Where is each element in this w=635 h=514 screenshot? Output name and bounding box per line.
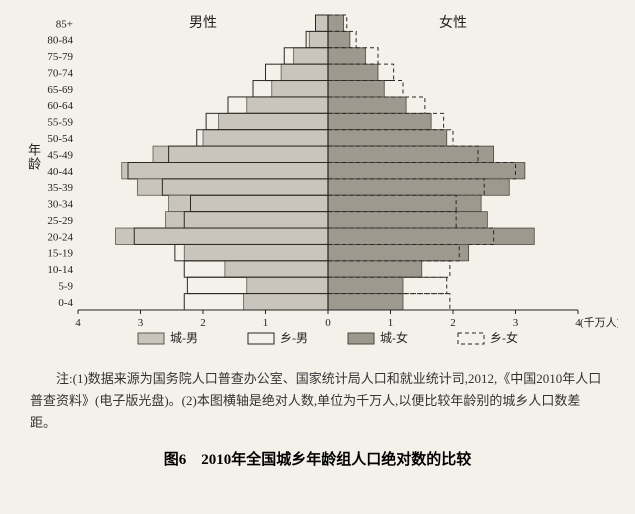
- legend-label: 城-女: [380, 330, 408, 345]
- age-label: 65-69: [47, 84, 73, 96]
- bar-urban-female: [328, 228, 534, 244]
- age-label: 50-54: [47, 133, 73, 145]
- bar-urban-female: [328, 179, 509, 195]
- x-unit: (千万人): [580, 316, 618, 329]
- age-label: 45-49: [47, 149, 73, 161]
- bar-urban-female: [328, 163, 525, 179]
- bar-urban-female: [328, 130, 447, 146]
- chart-note: 注:(1)数据来源为国务院人口普查办公室、国家统计局人口和就业统计司,2012,…: [30, 368, 605, 434]
- bar-urban-male: [309, 31, 328, 47]
- age-label: 20-24: [47, 231, 73, 243]
- chart-caption: 图6 2010年全国城乡年龄组人口绝对数的比较: [10, 448, 625, 469]
- legend-swatch: [348, 333, 374, 344]
- population-pyramid: 男性 女性年龄 85+ 80-84 75-79 70-74 65-69 60-64 55-59 5…: [18, 10, 618, 360]
- age-label: 25-29: [47, 215, 73, 227]
- bar-urban-female: [328, 294, 403, 310]
- bar-urban-male: [218, 113, 327, 129]
- bar-urban-female: [328, 113, 431, 129]
- bar-urban-female: [328, 146, 494, 162]
- bar-urban-female: [328, 212, 487, 228]
- bar-urban-female: [328, 15, 344, 31]
- age-label: 5-9: [58, 281, 73, 293]
- bar-urban-male: [153, 146, 328, 162]
- chart-container: 男性 女性年龄 85+ 80-84 75-79 70-74 65-69 60-64 55-59 5…: [18, 10, 618, 360]
- legend-label: 乡-女: [490, 330, 518, 345]
- age-label: 55-59: [47, 117, 73, 129]
- age-label: 40-44: [47, 166, 73, 178]
- age-label: 15-19: [47, 248, 73, 260]
- y-axis-label: 年龄: [28, 143, 41, 172]
- x-tick: 2: [200, 317, 206, 329]
- bar-urban-female: [328, 261, 422, 277]
- bar-urban-female: [328, 48, 366, 64]
- legend-swatch: [138, 333, 164, 344]
- x-tick: 3: [137, 317, 143, 329]
- x-tick: 1: [387, 317, 393, 329]
- x-tick: 2: [450, 317, 456, 329]
- bar-urban-female: [328, 81, 384, 97]
- legend-swatch: [458, 333, 484, 344]
- age-label: 75-79: [47, 51, 73, 63]
- age-label: 30-34: [47, 199, 73, 211]
- x-tick: 0: [325, 317, 331, 329]
- bar-urban-male: [203, 130, 328, 146]
- bar-urban-male: [184, 244, 328, 260]
- x-tick: 3: [512, 317, 518, 329]
- x-tick: 4: [75, 317, 81, 329]
- bar-urban-female: [328, 31, 350, 47]
- bar-urban-female: [328, 64, 378, 80]
- bar-urban-male: [281, 64, 328, 80]
- bar-urban-male: [246, 277, 327, 293]
- age-label: 85+: [55, 18, 72, 30]
- legend-swatch: [248, 333, 274, 344]
- bar-urban-female: [328, 97, 406, 113]
- age-label: 0-4: [58, 297, 73, 309]
- bar-urban-male: [137, 179, 328, 195]
- bar-urban-female: [328, 277, 403, 293]
- age-label: 70-74: [47, 67, 73, 79]
- x-tick: 1: [262, 317, 268, 329]
- bar-urban-male: [115, 228, 328, 244]
- bar-urban-male: [224, 261, 327, 277]
- bar-urban-female: [328, 195, 481, 211]
- bar-urban-male: [271, 81, 327, 97]
- bar-urban-male: [168, 195, 327, 211]
- bar-urban-male: [243, 294, 327, 310]
- bar-urban-male: [293, 48, 327, 64]
- bar-urban-male: [121, 163, 327, 179]
- bar-urban-male: [246, 97, 327, 113]
- bar-urban-male: [315, 15, 328, 31]
- age-label: 80-84: [47, 35, 73, 47]
- bar-urban-male: [165, 212, 328, 228]
- legend-label: 乡-男: [280, 331, 308, 345]
- age-label: 35-39: [47, 182, 73, 194]
- male-header: 男性: [189, 15, 217, 31]
- age-label: 10-14: [47, 264, 73, 276]
- legend-label: 城-男: [170, 331, 198, 345]
- female-header: 女性: [439, 14, 467, 31]
- bar-urban-female: [328, 244, 469, 260]
- age-label: 60-64: [47, 100, 73, 112]
